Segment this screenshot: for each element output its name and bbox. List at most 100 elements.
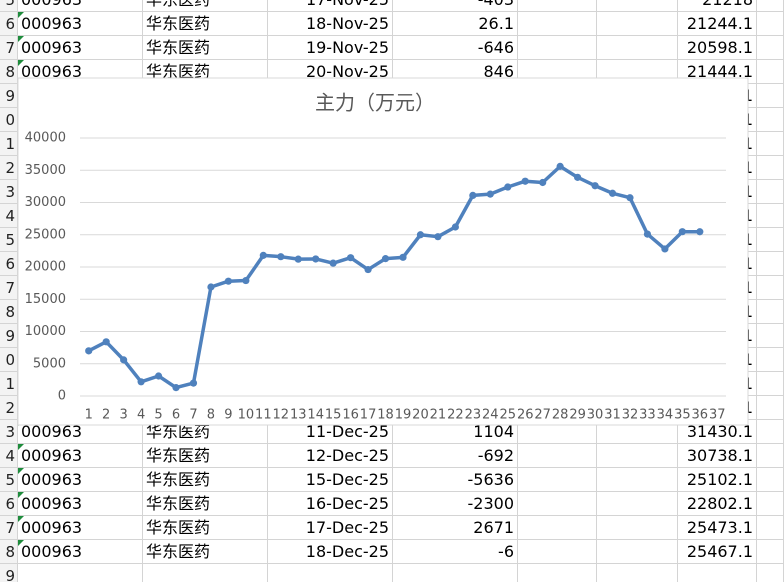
- cell: 000963: [18, 36, 143, 60]
- empty-cell: [268, 564, 393, 582]
- x-tick-label: 33: [639, 408, 656, 423]
- cell: -403: [393, 0, 518, 12]
- y-tick-label: 35000: [25, 163, 66, 178]
- empty-cell: [597, 540, 678, 564]
- data-point: [154, 372, 163, 380]
- empty-cell: [597, 564, 678, 582]
- empty-cell: [518, 444, 597, 468]
- cell: -6: [393, 540, 518, 564]
- cell: 华东医药: [143, 12, 268, 36]
- data-point: [434, 233, 442, 241]
- x-tick-label: 36: [692, 408, 709, 423]
- cell: 31430.1: [678, 420, 757, 444]
- cell: 17-Nov-25: [268, 0, 393, 12]
- cell: 1104: [393, 420, 518, 444]
- cell: 19-Nov-25: [268, 36, 393, 60]
- x-tick-label: 14: [307, 408, 324, 423]
- x-tick-label: 15: [325, 408, 342, 423]
- data-point: [259, 251, 267, 259]
- y-tick-label: 20000: [25, 260, 66, 275]
- data-point: [539, 178, 547, 187]
- data-point: [608, 189, 617, 197]
- x-tick-label: 4: [137, 408, 145, 423]
- data-point: [294, 255, 302, 263]
- cell: 25467.1: [678, 540, 757, 564]
- cell: -2300: [393, 492, 518, 516]
- x-tick-label: 16: [342, 408, 359, 423]
- x-tick-label: 5: [154, 408, 162, 423]
- empty-cell: [597, 516, 678, 540]
- data-point: [347, 254, 355, 262]
- cell: 21244.1: [678, 12, 757, 36]
- empty-cell: [597, 468, 678, 492]
- data-point: [696, 228, 704, 236]
- x-tick-label: 8: [207, 408, 215, 423]
- empty-cell: [597, 12, 678, 36]
- x-tick-label: 29: [569, 408, 586, 423]
- x-tick-label: 19: [395, 408, 412, 423]
- data-point: [661, 245, 669, 253]
- data-point: [224, 277, 233, 285]
- x-tick-label: 20: [412, 408, 429, 423]
- chart-title: 主力（万元）: [315, 91, 435, 115]
- row-number: 9: [0, 564, 18, 582]
- empty-cell: [597, 36, 678, 60]
- cell: -692: [393, 444, 518, 468]
- x-tick-label: 13: [290, 408, 307, 423]
- x-tick-label: 27: [534, 408, 551, 423]
- data-point: [591, 182, 599, 190]
- cell: 华东医药: [143, 492, 268, 516]
- empty-cell: [518, 0, 597, 12]
- cell: 26.1: [393, 12, 518, 36]
- cell: 000963: [18, 468, 143, 492]
- x-tick-label: 6: [172, 408, 180, 423]
- cell: 18-Dec-25: [268, 540, 393, 564]
- empty-cell: [518, 468, 597, 492]
- data-point: [381, 255, 390, 263]
- data-point: [399, 253, 407, 261]
- empty-cell: [518, 516, 597, 540]
- data-point: [364, 265, 372, 274]
- x-tick-label: 26: [517, 408, 534, 423]
- data-point: [521, 177, 529, 185]
- data-point: [137, 378, 145, 386]
- data-point: [102, 338, 110, 346]
- x-tick-label: 25: [499, 408, 516, 423]
- empty-cell: [518, 492, 597, 516]
- data-point: [207, 283, 215, 291]
- x-tick-label: 9: [224, 408, 232, 423]
- cell: 22802.1: [678, 492, 757, 516]
- x-tick-label: 30: [587, 408, 604, 423]
- cell: 12-Dec-25: [268, 444, 393, 468]
- y-tick-label: 10000: [25, 324, 66, 339]
- x-tick-label: 32: [622, 408, 639, 423]
- cell: -646: [393, 36, 518, 60]
- cell: -5636: [393, 468, 518, 492]
- row-number: 4: [0, 444, 18, 468]
- row-number: 5: [0, 0, 18, 12]
- empty-cell: [597, 444, 678, 468]
- cell: 000963: [18, 444, 143, 468]
- cell: 华东医药: [143, 420, 268, 444]
- x-tick-label: 28: [552, 408, 569, 423]
- empty-cell: [393, 564, 518, 582]
- y-tick-label: 25000: [25, 227, 66, 242]
- cell: 000963: [18, 0, 143, 12]
- chart-area: [17, 77, 749, 426]
- data-point: [469, 191, 477, 200]
- data-point: [504, 183, 512, 191]
- data-point: [189, 379, 198, 387]
- row-number: 7: [0, 516, 18, 540]
- y-tick-label: 15000: [25, 292, 66, 307]
- x-tick-label: 7: [189, 408, 197, 423]
- empty-cell: [18, 564, 143, 582]
- data-point: [451, 223, 459, 231]
- empty-cell: [597, 492, 678, 516]
- row-number: 6: [0, 492, 18, 516]
- data-point: [329, 259, 337, 267]
- x-tick-label: 22: [447, 408, 464, 423]
- cell: 华东医药: [143, 444, 268, 468]
- data-point: [486, 190, 494, 198]
- empty-cell: [143, 564, 268, 582]
- empty-cell: [518, 540, 597, 564]
